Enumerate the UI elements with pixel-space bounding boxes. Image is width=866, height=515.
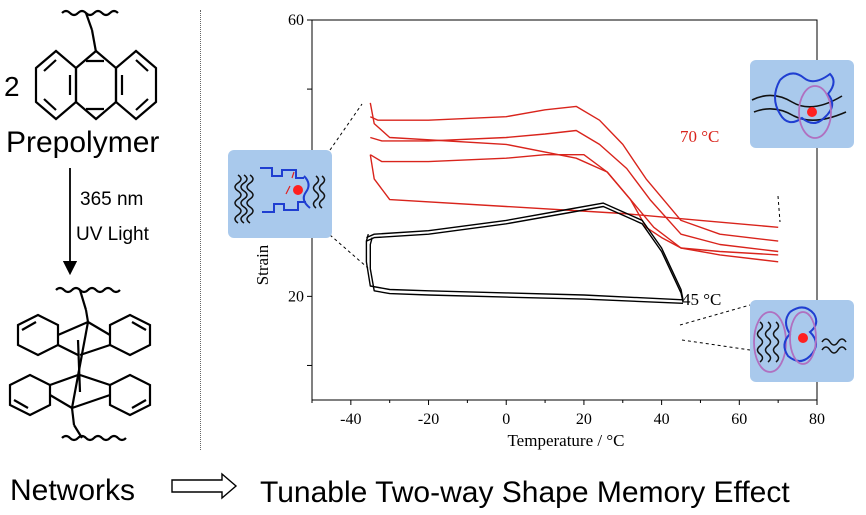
x-tick-label: 40 [654, 411, 670, 428]
wavelength-label: 365 nm [80, 189, 143, 210]
y-axis-label: Strain [253, 244, 272, 285]
network-inset-right-top [750, 60, 854, 148]
x-tick-label: 80 [809, 411, 825, 428]
prepolymer-label: Prepolymer [6, 126, 159, 159]
annotation-70C: 70 °C [680, 127, 719, 146]
wavy-bond-mid [55, 286, 121, 294]
series-line-7 [366, 205, 684, 303]
series-line-6 [366, 202, 684, 300]
annotation-45C: 45 °C [682, 290, 721, 309]
ch2-bond-top [84, 12, 94, 31]
series-line-4 [369, 153, 779, 256]
hollow-arrow [171, 472, 238, 500]
network-structure [8, 286, 152, 442]
y-tick-label: 20 [288, 288, 304, 305]
network-inset-left [228, 150, 332, 238]
uv-light-label: UV Light [76, 224, 150, 245]
series-line-9 [369, 237, 684, 304]
panel-divider [200, 10, 201, 450]
x-tick-label: 60 [731, 411, 747, 428]
y-tick-label: 60 [288, 12, 304, 29]
ring-bottom-left [8, 373, 52, 417]
ring-bottom-right [108, 373, 152, 417]
x-tick-label: 20 [576, 411, 592, 428]
series-layer [365, 102, 779, 304]
ring-top-left [16, 313, 60, 357]
crosslink-point [293, 185, 303, 195]
series-line-5 [369, 154, 779, 228]
ring-top-right [108, 313, 152, 357]
ch2-bond-top2 [90, 29, 98, 53]
prepolymer-structure [34, 9, 158, 121]
x-axis-ticks: -40 -20 0 20 40 60 80 [311, 400, 825, 428]
network-inset-right-bottom [750, 300, 854, 382]
x-tick-label: -40 [340, 411, 361, 428]
series-line-2 [370, 105, 779, 242]
effect-label: Tunable Two-way Shape Memory Effect [260, 476, 790, 509]
wavy-bond-bottom [61, 434, 127, 442]
x-axis-label: Temperature / °C [507, 431, 624, 450]
x-tick-label: -20 [418, 411, 439, 428]
anthracene-ring [34, 49, 158, 121]
series-line-3 [370, 129, 779, 253]
series-line-8 [365, 234, 684, 301]
wavy-bond-top [61, 9, 119, 17]
x-tick-label: 0 [502, 411, 510, 428]
networks-label: Networks [10, 474, 135, 507]
multiplier-label: 2 [4, 71, 20, 102]
